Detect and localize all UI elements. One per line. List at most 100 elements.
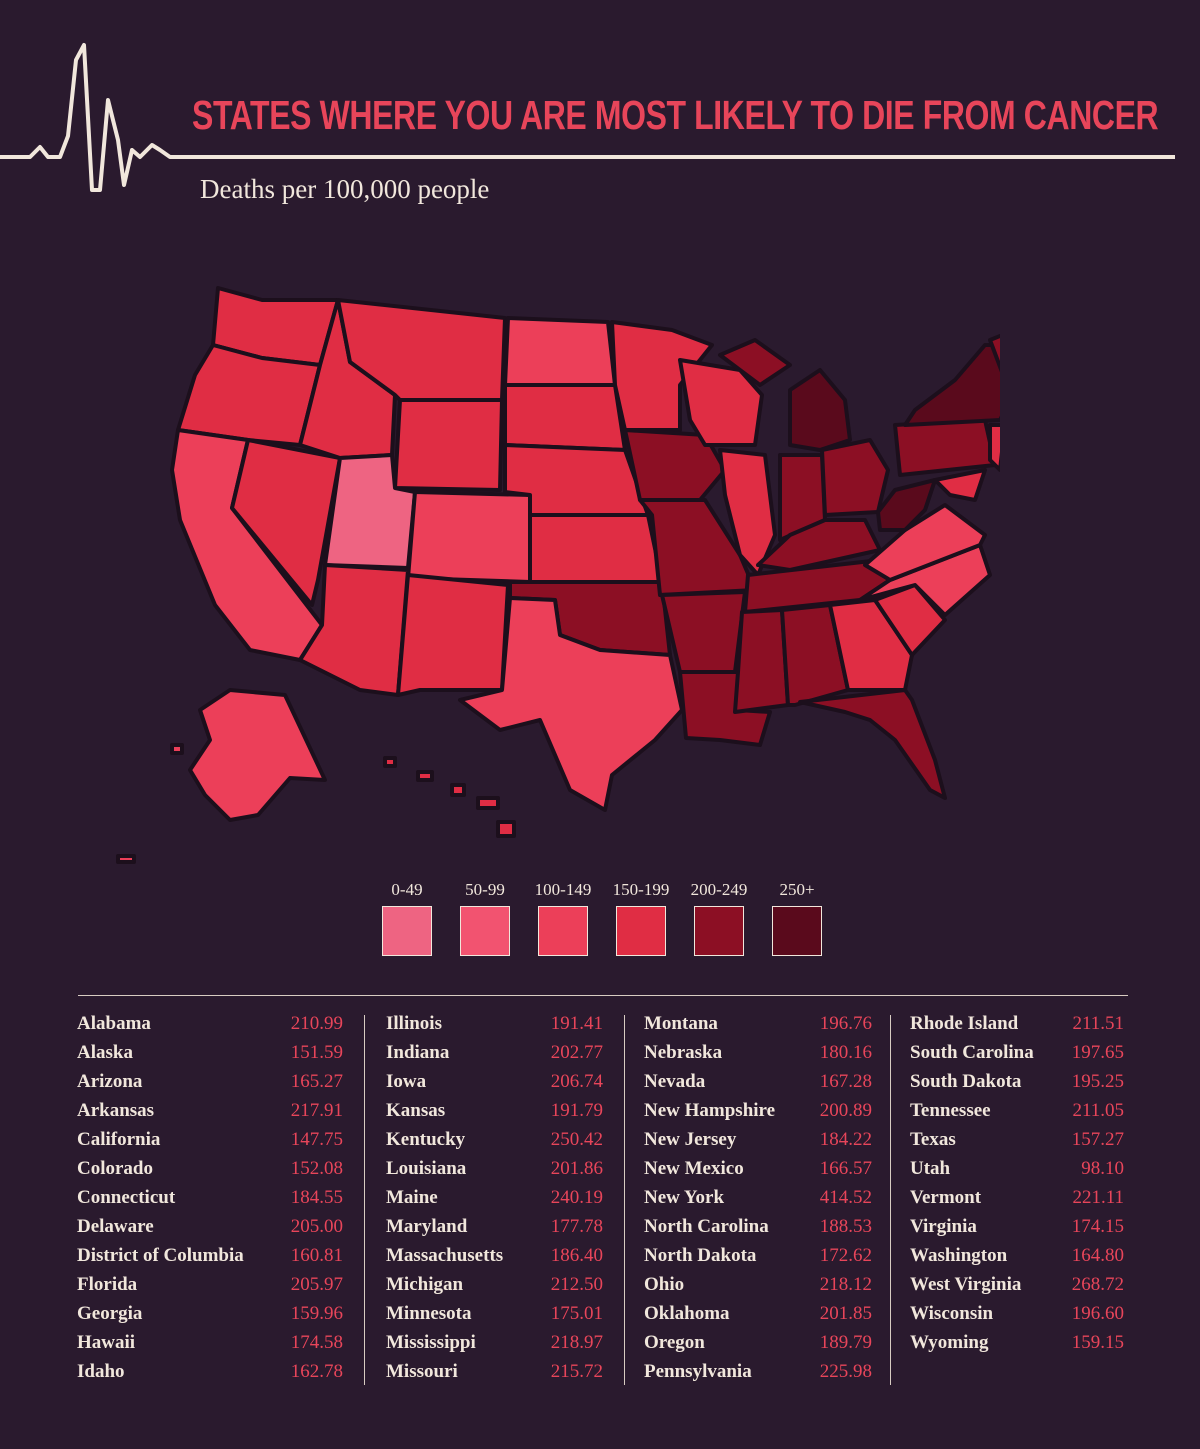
legend-swatch — [460, 906, 510, 956]
state-name: Georgia — [77, 1303, 143, 1324]
state-arkansas — [660, 590, 747, 674]
state-wyoming — [393, 398, 504, 492]
table-row: Maine 240.19 — [386, 1187, 603, 1216]
state-name: Arizona — [77, 1071, 143, 1092]
table-row: Virginia 174.15 — [910, 1216, 1124, 1245]
state-name: Vermont — [910, 1187, 982, 1208]
table-row: Washington 164.80 — [910, 1245, 1124, 1274]
state-hawaii-island — [476, 796, 500, 810]
state-name: Nebraska — [644, 1042, 723, 1063]
table-row: Missouri 215.72 — [386, 1361, 603, 1390]
state-georgia — [828, 598, 914, 692]
state-new-jersey — [988, 423, 1000, 472]
table-row: Oregon 189.79 — [644, 1332, 872, 1361]
death-rate-value: 205.00 — [290, 1216, 343, 1237]
table-row: Minnesota 175.01 — [386, 1303, 603, 1332]
state-name: Kansas — [386, 1100, 446, 1121]
table-row: Georgia 159.96 — [77, 1303, 343, 1332]
legend-item: 150-199 — [611, 880, 671, 956]
divider — [78, 995, 1128, 996]
state-name: Arkansas — [77, 1100, 155, 1121]
death-rate-value: 217.91 — [290, 1100, 343, 1121]
table-row: Texas 157.27 — [910, 1129, 1124, 1158]
state-name: Wisconsin — [910, 1303, 994, 1324]
state-name: Washington — [910, 1245, 1008, 1266]
death-rate-value: 157.27 — [1071, 1129, 1124, 1150]
death-rate-value: 195.25 — [1071, 1071, 1124, 1092]
death-rate-value: 211.05 — [1072, 1100, 1124, 1121]
state-name: Maine — [386, 1187, 438, 1208]
table-row: Ohio 218.12 — [644, 1274, 872, 1303]
state-name: California — [77, 1129, 161, 1150]
state-mississippi — [733, 608, 790, 714]
legend-label: 100-149 — [534, 880, 592, 899]
state-name: Kentucky — [386, 1129, 466, 1150]
death-rate-value: 191.41 — [550, 1013, 603, 1034]
legend-item: 200-249 — [689, 880, 749, 956]
state-west-virginia — [876, 478, 937, 532]
state-name: Montana — [644, 1013, 718, 1034]
legend-item: 100-149 — [533, 880, 593, 956]
state-name: South Dakota — [910, 1071, 1022, 1092]
state-alaska-island — [116, 854, 136, 864]
table-row: South Carolina 197.65 — [910, 1042, 1124, 1071]
state-name: North Carolina — [644, 1216, 769, 1237]
state-arizona — [298, 563, 410, 697]
state-name: Louisiana — [386, 1158, 467, 1179]
table-column: Rhode Island 211.51 South Carolina 197.65 So… — [910, 1013, 1124, 1361]
legend-swatch — [538, 906, 588, 956]
state-name: Florida — [77, 1274, 138, 1295]
state-texas — [458, 596, 684, 812]
state-name: New Hampshire — [644, 1100, 776, 1121]
state-name: Hawaii — [77, 1332, 136, 1353]
state-oregon — [176, 343, 322, 447]
death-rate-value: 191.79 — [550, 1100, 603, 1121]
column-divider — [890, 1015, 891, 1385]
legend-item: 0-49 — [377, 880, 437, 956]
death-rate-value: 201.86 — [550, 1158, 603, 1179]
state-hawaii-island — [416, 770, 434, 782]
table-row: Nebraska 180.16 — [644, 1042, 872, 1071]
death-rate-value: 200.89 — [819, 1100, 872, 1121]
death-rate-value: 180.16 — [819, 1042, 872, 1063]
death-rate-value: 184.55 — [290, 1187, 343, 1208]
state-name: Maryland — [386, 1216, 468, 1237]
state-hawaii-island — [450, 783, 466, 797]
state-name: Mississippi — [386, 1332, 476, 1353]
death-rate-value: 205.97 — [290, 1274, 343, 1295]
death-rate-value: 218.97 — [550, 1332, 603, 1353]
death-rate-value: 174.58 — [290, 1332, 343, 1353]
death-rate-value: 188.53 — [819, 1216, 872, 1237]
death-rate-value: 160.81 — [290, 1245, 343, 1266]
state-new-mexico — [396, 573, 510, 697]
state-name: Michigan — [386, 1274, 464, 1295]
state-minnesota — [610, 320, 714, 432]
state-name: District of Columbia — [77, 1245, 244, 1266]
table-row: Arkansas 217.91 — [77, 1100, 343, 1129]
death-rate-value: 210.99 — [290, 1013, 343, 1034]
legend-item: 250+ — [767, 880, 827, 956]
death-rate-value: 172.62 — [819, 1245, 872, 1266]
death-rate-value: 201.85 — [819, 1303, 872, 1324]
death-rate-value: 175.01 — [550, 1303, 603, 1324]
table-row: Indiana 202.77 — [386, 1042, 603, 1071]
state-name: Missouri — [386, 1361, 458, 1382]
table-row: Kentucky 250.42 — [386, 1129, 603, 1158]
death-rate-value: 240.19 — [550, 1187, 603, 1208]
table-row: North Dakota 172.62 — [644, 1245, 872, 1274]
death-rate-value: 186.40 — [550, 1245, 603, 1266]
death-rate-value: 98.10 — [1081, 1158, 1124, 1179]
table-row: Delaware 205.00 — [77, 1216, 343, 1245]
death-rate-value: 165.27 — [290, 1071, 343, 1092]
state-name: Ohio — [644, 1274, 685, 1295]
death-rate-value: 218.12 — [819, 1274, 872, 1295]
state-name: Alaska — [77, 1042, 133, 1063]
death-rate-value: 164.80 — [1071, 1245, 1124, 1266]
table-row: West Virginia 268.72 — [910, 1274, 1124, 1303]
table-row: North Carolina 188.53 — [644, 1216, 872, 1245]
state-name: Massachusetts — [386, 1245, 504, 1266]
table-row: Utah 98.10 — [910, 1158, 1124, 1187]
table-row: Connecticut 184.55 — [77, 1187, 343, 1216]
state-name: Pennsylvania — [644, 1361, 752, 1382]
table-column: Alabama 210.99 Alaska 151.59 Arizona 165.27 Ar… — [77, 1013, 343, 1390]
